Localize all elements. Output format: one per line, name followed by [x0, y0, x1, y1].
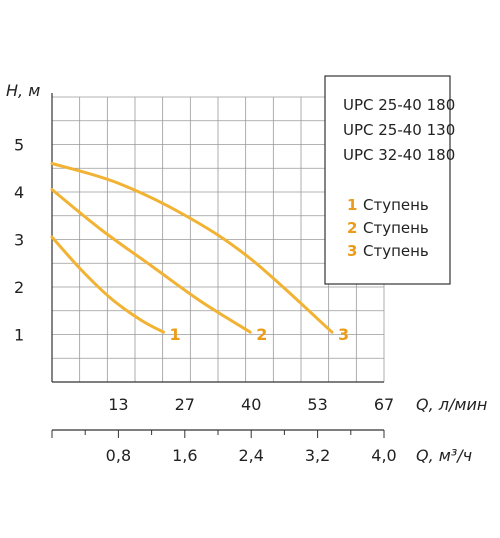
y-tick-label: 1 [14, 326, 24, 345]
series-line-1 [50, 235, 165, 334]
x-tick-label-primary: 40 [241, 395, 261, 414]
legend-stage-label-3: Ступень [363, 242, 429, 260]
y-tick-label: 5 [14, 136, 24, 155]
x-tick-label-secondary: 4,0 [371, 446, 396, 465]
x-tick-label-primary: 67 [374, 395, 394, 414]
series-end-label-3: 3 [338, 325, 349, 344]
legend: UPC 25-40 180 UPC 25-40 130 UPC 32-40 18… [324, 75, 455, 285]
x-tick-label-secondary: 0,8 [106, 446, 131, 465]
y-tick-label: 4 [14, 183, 24, 202]
legend-stage-number-2: 2 [347, 219, 357, 237]
x-axis-title-secondary: Q, м³/ч [416, 446, 472, 465]
x-axis-title-primary: Q, л/мин [416, 395, 487, 414]
legend-stage-label-2: Ступень [363, 219, 429, 237]
y-tick-label: 2 [14, 278, 24, 297]
series-line-3 [50, 162, 334, 334]
legend-stage-number-1: 1 [347, 196, 357, 214]
x-tick-label-secondary: 1,6 [172, 446, 197, 465]
x-tick-label-primary: 27 [175, 395, 195, 414]
series-end-label-1: 1 [169, 325, 180, 344]
series-end-label-2: 2 [256, 325, 267, 344]
series-line-2 [50, 188, 252, 334]
x-tick-label-primary: 13 [108, 395, 128, 414]
legend-stage-label-1: Ступень [363, 196, 429, 214]
x-tick-label-primary: 53 [307, 395, 327, 414]
x-tick-label-secondary: 3,2 [305, 446, 330, 465]
x-tick-label-secondary: 2,4 [238, 446, 263, 465]
series-curves: 1 2 3 [50, 162, 349, 344]
legend-model-2: UPC 25-40 130 [343, 121, 455, 139]
legend-stage-number-3: 3 [347, 242, 357, 260]
y-axis-title: H, м [6, 81, 40, 100]
legend-model-3: UPC 32-40 180 [343, 146, 455, 164]
legend-box [324, 75, 451, 285]
y-tick-label: 3 [14, 231, 24, 250]
legend-model-1: UPC 25-40 180 [343, 96, 455, 114]
